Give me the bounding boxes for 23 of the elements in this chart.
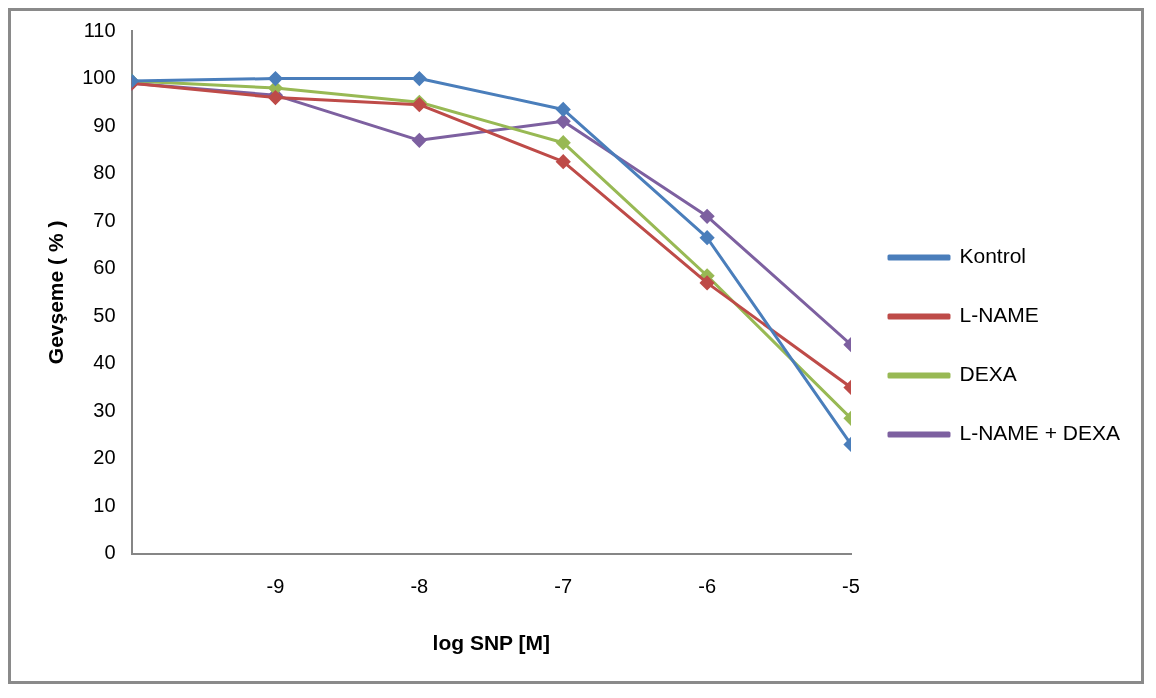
y-axis-title: Gevşeme ( % ) <box>44 220 68 365</box>
y-tick-label: 40 <box>93 351 116 374</box>
y-tick-label: 110 <box>83 18 116 41</box>
y-tick-label: 20 <box>93 446 116 469</box>
y-tick-label: 60 <box>93 256 116 279</box>
y-tick-label: 80 <box>93 161 116 184</box>
y-tick-label: 50 <box>93 303 116 326</box>
x-tick-label: -6 <box>698 575 717 598</box>
y-tick-label: 70 <box>93 208 116 231</box>
x-tick-label: -8 <box>410 575 429 598</box>
y-tick-label: 10 <box>93 493 116 516</box>
legend-label: DEXA <box>959 362 1017 386</box>
x-axis-title: log SNP [M] <box>432 631 551 655</box>
legend-label: L-NAME <box>959 303 1039 327</box>
y-tick-label: 100 <box>82 66 116 89</box>
y-tick-label: 0 <box>104 541 116 564</box>
x-tick-label: -9 <box>266 575 285 598</box>
x-tick-label: -5 <box>842 575 860 598</box>
legend-label: Kontrol <box>959 244 1027 268</box>
y-tick-label: 30 <box>93 398 116 421</box>
y-tick-label: 90 <box>93 113 116 136</box>
x-tick-label: -7 <box>554 575 573 598</box>
legend-label: L-NAME + DEXA <box>959 421 1120 445</box>
